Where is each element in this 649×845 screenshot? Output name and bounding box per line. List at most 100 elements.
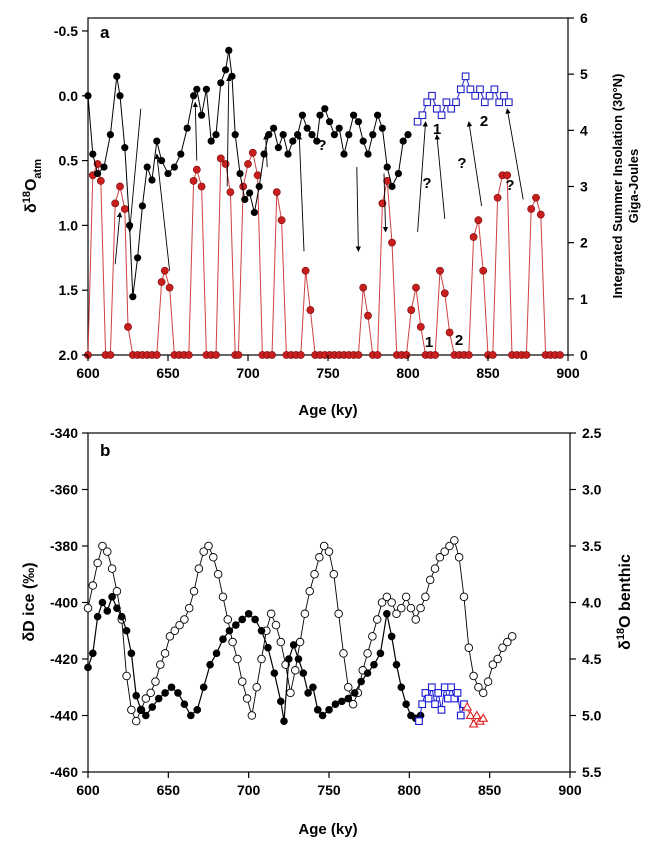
d18o-atm-point — [274, 144, 282, 152]
d18o-atm-point — [364, 150, 372, 158]
panel-a-ytick-left-label: 1.0 — [59, 217, 79, 233]
panel-b-ytick-left-label: -440 — [50, 708, 78, 724]
d18o-atm-point — [89, 150, 97, 158]
benthic-point — [209, 553, 218, 562]
panel-b-ytick-left-label: -420 — [50, 651, 78, 667]
benthic-point — [286, 688, 295, 698]
d18o-atm-point — [321, 105, 329, 113]
benthic-point — [454, 553, 464, 562]
benthic-point — [469, 671, 478, 681]
d18o-atm-point — [335, 124, 343, 132]
panel-a-ytick-right-label: 4 — [580, 122, 588, 138]
dD-point — [167, 683, 176, 692]
insolation-point — [488, 351, 497, 359]
insolation-point — [268, 351, 276, 359]
panel-a-ytick-left-label: 1.5 — [59, 282, 79, 298]
d18o-atm-point — [345, 131, 353, 139]
benthic-point — [233, 654, 242, 664]
panel-a-arrows — [114, 75, 524, 271]
benthic-point — [146, 688, 155, 698]
dD-point — [299, 669, 308, 677]
insolation-point — [120, 205, 129, 213]
benthic-point — [421, 592, 430, 602]
dD-point — [251, 615, 259, 624]
benthic-point — [387, 598, 396, 607]
d18o-atm-point — [116, 92, 124, 100]
benthic-point — [271, 620, 281, 630]
label-one: 1 — [425, 334, 433, 351]
insolation-point — [464, 351, 473, 359]
panel-a-ytick-right-label: 6 — [580, 10, 588, 26]
d18o-atm-point — [231, 131, 239, 139]
panel-a-ytick-left-label: 0.5 — [59, 153, 79, 169]
dD-point — [387, 632, 396, 641]
dD-point — [350, 689, 359, 697]
dD-point — [212, 649, 221, 658]
panel-b-series — [83, 536, 517, 728]
blue-dD-point — [431, 700, 439, 709]
d18o-atm-point — [143, 163, 151, 171]
benthic-point — [242, 694, 252, 703]
blue-dD-point — [437, 705, 446, 714]
benthic-point — [122, 671, 131, 681]
benthic-point — [184, 603, 194, 613]
insolation-point — [474, 216, 483, 225]
dD-point — [180, 700, 189, 708]
panel-b-xtick-label: 700 — [237, 782, 261, 798]
dD-point — [98, 598, 107, 607]
dD-point — [103, 607, 112, 615]
benthic-point — [160, 649, 170, 658]
blue-dD-point — [427, 683, 436, 692]
benthic-point — [213, 570, 223, 579]
d18o-atm-point — [265, 131, 273, 139]
dD-point — [397, 683, 406, 692]
blue-series-point — [418, 111, 427, 120]
d18o-atm-point — [303, 124, 311, 132]
d18o-atm-point — [217, 79, 225, 87]
d18o-atm-point — [316, 111, 324, 119]
blue-dD-point — [456, 711, 465, 720]
d18o-atm-point — [388, 182, 396, 191]
dD-point — [277, 697, 285, 706]
insolation-point — [388, 238, 396, 247]
dD-point — [309, 683, 317, 692]
d18o-atm-point — [374, 111, 382, 119]
tie-arrow — [154, 153, 171, 271]
tie-arrow — [114, 211, 123, 265]
blue-series-point — [490, 85, 499, 94]
dD-point — [225, 626, 234, 635]
blue-series-point — [461, 72, 470, 81]
blue-dD-point — [444, 694, 452, 703]
panel-b-axes: 600 650 700 750 800 850 900 -460 -440 -420 -400 -38… — [50, 425, 602, 798]
d18o-atm-point — [298, 111, 306, 119]
benthic-point — [324, 547, 334, 556]
blue-dD-point — [447, 683, 455, 692]
d18o-atm-point — [308, 131, 316, 139]
d18o-atm-point — [225, 46, 233, 55]
dD-point — [199, 683, 208, 692]
insolation-point — [277, 216, 286, 225]
d18o-atm-point — [330, 131, 338, 139]
benthic-point — [103, 547, 112, 556]
insolation-point — [536, 210, 545, 219]
panel-a-xlabel: Age (ky) — [298, 402, 357, 419]
dD-point — [270, 669, 279, 677]
panel-a-ytick-left-label: -0.5 — [54, 23, 78, 39]
insolation-point — [479, 266, 488, 275]
blue-series-point — [456, 85, 465, 94]
benthic-point — [382, 592, 392, 602]
label-two: 2 — [480, 113, 488, 130]
dD-point — [264, 643, 272, 652]
panel-b-xtick-label: 850 — [478, 782, 502, 798]
d18o-atm-point — [148, 176, 156, 184]
red-dD-point — [471, 710, 482, 720]
dD-point — [325, 706, 333, 714]
insolation-point — [440, 289, 449, 298]
panel-b-ytick-right-label: 5.5 — [582, 764, 602, 780]
d18o-atm-point — [394, 169, 402, 178]
label-two: 2 — [455, 332, 463, 349]
d18o-atm-point — [193, 85, 201, 93]
insolation-point — [431, 351, 440, 359]
benthic-point — [98, 541, 107, 551]
panel-b-ytick-left-label: -380 — [50, 538, 78, 554]
